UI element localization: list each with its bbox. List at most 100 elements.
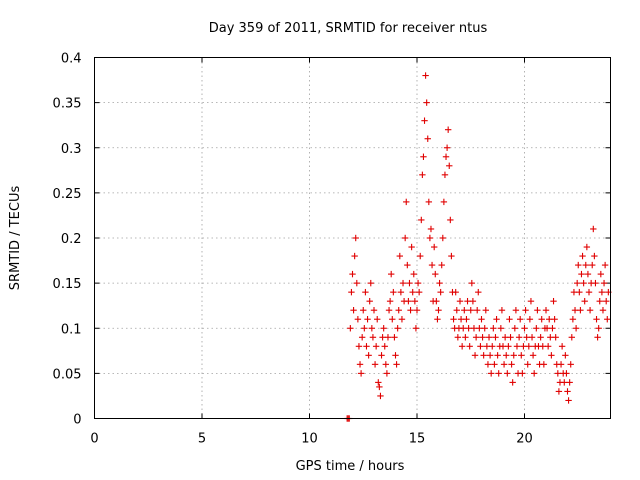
data-point [448,252,455,260]
data-point [390,288,397,296]
data-point [486,352,494,359]
data-point [537,334,544,341]
data-point [364,316,371,323]
data-point [487,370,495,377]
data-point [512,307,520,314]
data-point [394,325,401,332]
data-point [433,297,440,305]
data-point [493,316,500,323]
data-point [581,297,588,305]
data-point [562,352,569,359]
data-point [498,307,506,314]
data-point [436,279,443,287]
data-point [527,297,535,305]
y-tick-label: 0.25 [53,187,82,202]
data-point [554,370,562,377]
data-point [589,261,596,269]
data-point [462,334,469,341]
data-point [475,288,482,296]
data-point [548,352,555,359]
data-point [590,225,597,233]
data-point [427,225,435,233]
data-point [542,307,550,314]
data-point [363,343,370,350]
data-point [360,307,367,314]
data-point [540,361,548,368]
x-tick-label: 10 [301,432,318,447]
plot-frame [94,57,611,419]
data-point [422,72,429,79]
data-point [563,370,570,377]
data-point [567,361,574,368]
y-tick-label: 0.1 [61,322,82,337]
data-point [349,270,356,278]
data-point [458,343,466,350]
y-tick-label: 0.4 [61,52,82,67]
data-point [476,325,483,332]
data-point [474,307,481,314]
data-point [431,243,438,251]
data-point [582,261,589,269]
data-point [406,279,413,287]
data-point [568,334,575,341]
data-point [507,334,514,341]
data-point [377,392,384,400]
data-point [382,361,390,368]
data-point [414,279,422,287]
data-point [411,297,419,305]
data-point [423,99,430,106]
data-point [347,325,354,332]
data-point [594,334,601,341]
data-point [482,307,489,314]
data-point [460,325,467,332]
data-point [558,343,566,350]
data-point [505,343,512,350]
data-point [384,334,392,341]
data-point [539,343,546,350]
data-point [352,234,359,242]
data-point [368,325,376,332]
data-point [499,343,507,350]
data-point [534,307,541,314]
data-point [392,352,399,359]
data-point [477,343,484,350]
data-point [503,352,510,359]
data-point [456,297,464,305]
data-point [501,334,509,341]
data-point [497,325,505,332]
data-point [520,343,527,350]
data-point [440,198,448,206]
data-point [348,288,355,296]
data-point [457,316,465,323]
data-point [484,361,492,368]
data-point [504,370,511,377]
data-point [389,316,396,323]
data-point [490,325,497,332]
data-point [549,325,556,332]
data-point [557,361,565,368]
data-point [577,307,584,314]
data-point [580,279,587,287]
data-point [573,279,581,287]
data-point [550,297,557,305]
data-point [454,334,462,341]
data-point [437,288,444,296]
data-point [383,370,391,377]
data-point [517,316,524,323]
data-point [469,297,477,305]
data-point [467,307,474,314]
data-point [480,352,487,359]
data-point [543,325,551,332]
data-point [523,334,530,341]
data-point [509,379,516,386]
data-point [391,334,398,341]
data-point [408,243,415,251]
data-point [450,316,457,323]
data-point [452,288,459,296]
chart-title: Day 359 of 2011, SRMTID for receiver ntu… [209,21,488,36]
data-point [443,144,451,151]
data-point [481,325,488,332]
data-point [367,279,374,287]
data-point [441,171,449,179]
